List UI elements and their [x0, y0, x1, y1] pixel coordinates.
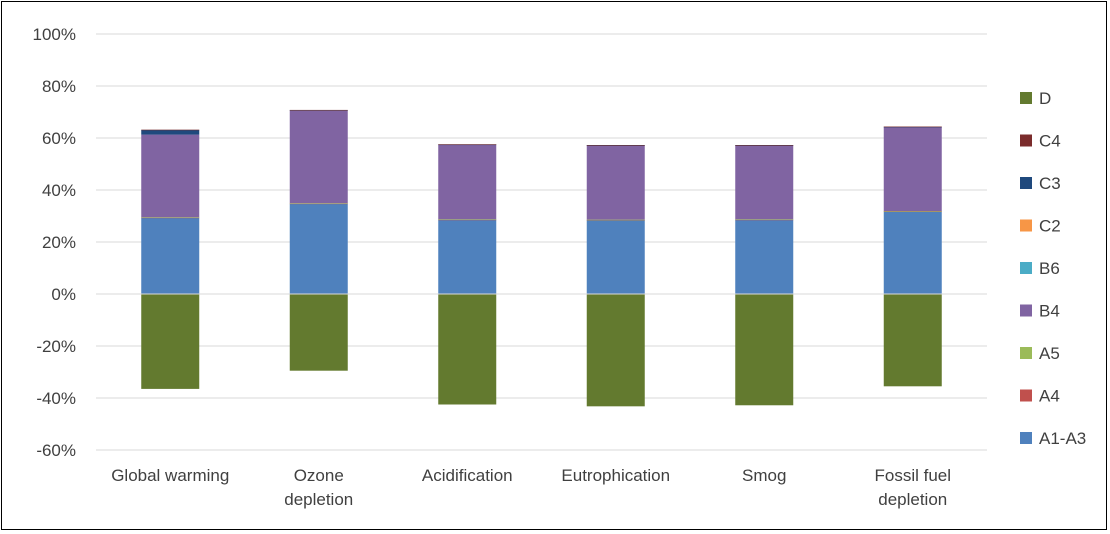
- bar-eutrophication-d: [586, 294, 645, 407]
- y-tick-label: -60%: [36, 441, 76, 460]
- legend-swatch-b6: [1020, 262, 1032, 274]
- bar-fossil-fuel-depletion-a1-a3: [883, 211, 942, 294]
- x-tick-label: Smog: [742, 466, 786, 485]
- bar-fossil-fuel-depletion-c4: [883, 126, 942, 128]
- legend-label-a5: A5: [1039, 344, 1060, 363]
- bar-acidification-b4: [438, 144, 497, 220]
- y-tick-label: 20%: [42, 233, 76, 252]
- bar-smog-a5: [735, 219, 794, 220]
- bar-eutrophication-b4: [586, 145, 645, 220]
- bar-fossil-fuel-depletion-d: [883, 294, 942, 387]
- bar-eutrophication-a1-a3: [586, 220, 645, 294]
- bar-ozone-depletion-d: [289, 294, 348, 371]
- bar-global-warming-a1-a3: [141, 217, 200, 294]
- bar-fossil-fuel-depletion-a5: [883, 211, 942, 212]
- bar-fossil-fuel-depletion-b4: [883, 127, 942, 212]
- legend-label-c3: C3: [1039, 174, 1061, 193]
- legend-swatch-c2: [1020, 219, 1032, 232]
- bar-acidification-a5: [438, 219, 497, 220]
- y-tick-label: -20%: [36, 337, 76, 356]
- x-tick-label: Acidification: [422, 466, 513, 485]
- bar-eutrophication-a5: [586, 219, 645, 221]
- y-tick-label: 0%: [51, 285, 76, 304]
- legend-swatch-a5: [1020, 347, 1032, 359]
- gridlines: [96, 33, 987, 451]
- bar-smog-a1-a3: [735, 219, 794, 294]
- bar-global-warming-b4: [141, 134, 200, 218]
- bar-ozone-depletion-a1-a3: [289, 203, 348, 294]
- bar-ozone-depletion-b4: [289, 110, 348, 204]
- bars: [141, 109, 942, 407]
- bar-acidification-d: [438, 294, 497, 405]
- x-tick-label: Global warming: [111, 466, 229, 485]
- y-tick-label: 40%: [42, 181, 76, 200]
- x-tick-label: Ozone depletion: [284, 466, 353, 509]
- legend-swatch-c3: [1020, 177, 1032, 189]
- y-tick-label: 60%: [42, 129, 76, 148]
- y-tick-label: 80%: [42, 77, 76, 96]
- legend-swatch-a1-a3: [1020, 432, 1032, 444]
- legend-swatch-b4: [1020, 304, 1032, 317]
- legend-swatch-d: [1020, 92, 1032, 104]
- bar-global-warming-a5: [141, 217, 200, 218]
- legend-label-d: D: [1039, 89, 1051, 108]
- bar-ozone-depletion-a5: [289, 203, 348, 204]
- legend-label-b4: B4: [1039, 302, 1060, 321]
- bar-global-warming-d: [141, 294, 200, 389]
- y-tick-label: 100%: [33, 25, 76, 44]
- x-tick-label: Eutrophication: [561, 466, 670, 485]
- legend-label-a1-a3: A1-A3: [1039, 429, 1086, 448]
- y-tick-label: -40%: [36, 389, 76, 408]
- bar-smog-c4: [735, 145, 794, 146]
- bar-smog-b4: [735, 145, 794, 220]
- legend-label-c2: C2: [1039, 217, 1061, 236]
- bar-acidification-c4: [438, 144, 497, 145]
- bar-global-warming-c4: [141, 129, 200, 131]
- bar-smog-d: [735, 294, 794, 406]
- bar-eutrophication-c4: [586, 145, 645, 146]
- legend-label-b6: B6: [1039, 259, 1060, 278]
- axes: 100% 80% 60% 40% 20% 0% -20% -40% -60% Global war…: [33, 25, 987, 509]
- bar-global-warming-c3: [141, 129, 200, 135]
- legend-swatch-a4: [1020, 389, 1032, 402]
- bar-ozone-depletion-c4: [289, 109, 348, 111]
- bar-acidification-a1-a3: [438, 219, 497, 294]
- x-tick-label: Fossil fuel depletion: [874, 466, 951, 509]
- legend-label-c4: C4: [1039, 132, 1061, 151]
- legend-swatch-c4: [1020, 134, 1032, 147]
- legend: D C4 C3 C2 B6 B4 A5 A4 A1-A3: [1020, 89, 1086, 448]
- legend-label-a4: A4: [1039, 387, 1060, 406]
